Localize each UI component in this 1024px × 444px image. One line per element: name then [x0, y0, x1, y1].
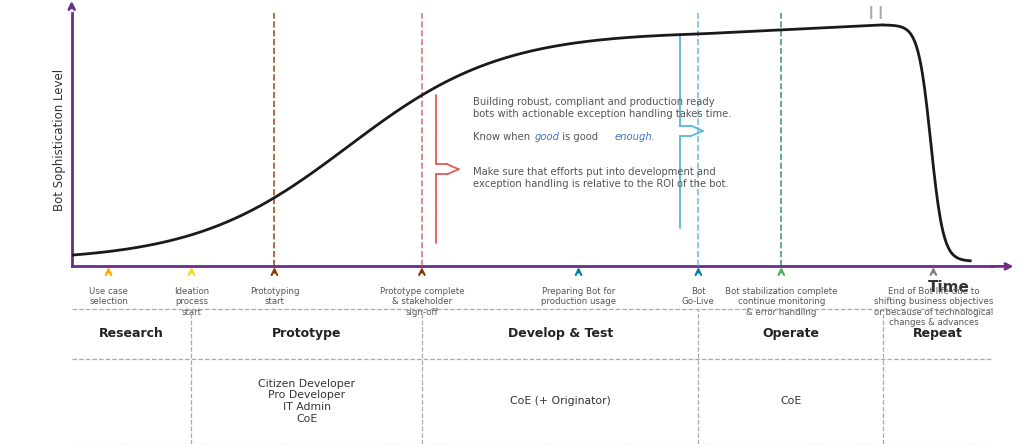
- Text: Bot
Go-Live: Bot Go-Live: [682, 287, 715, 306]
- Text: ❙❙: ❙❙: [865, 6, 887, 19]
- Text: Preparing Bot for
production usage: Preparing Bot for production usage: [541, 287, 616, 306]
- Text: enough.: enough.: [614, 132, 655, 142]
- Text: Know when: Know when: [472, 132, 532, 142]
- Text: Use case
selection: Use case selection: [89, 287, 128, 306]
- Text: is good: is good: [559, 132, 601, 142]
- Text: Building robust, compliant and production ready
bots with actionable exception h: Building robust, compliant and productio…: [472, 97, 731, 119]
- Text: Bot stabilization complete
continue monitoring
& error handling: Bot stabilization complete continue moni…: [725, 287, 838, 317]
- Y-axis label: Bot Sophistication Level: Bot Sophistication Level: [53, 69, 67, 211]
- Text: Citizen Developer
Pro Developer
IT Admin
CoE: Citizen Developer Pro Developer IT Admin…: [258, 379, 355, 424]
- Text: CoE (+ Originator): CoE (+ Originator): [510, 396, 610, 406]
- Text: good: good: [535, 132, 559, 142]
- Text: Develop & Test: Develop & Test: [508, 327, 612, 341]
- Text: Operate: Operate: [762, 327, 819, 341]
- Text: Make sure that efforts put into development and
exception handling is relative t: Make sure that efforts put into developm…: [472, 167, 728, 189]
- Text: CoE: CoE: [780, 396, 801, 406]
- Text: Ideation
process
start: Ideation process start: [174, 287, 209, 317]
- Text: Prototype complete
& stakeholder
sign-off: Prototype complete & stakeholder sign-of…: [380, 287, 464, 317]
- Text: Repeat: Repeat: [913, 327, 963, 341]
- Text: Prototype: Prototype: [272, 327, 341, 341]
- Text: End of Bot life due to
shifting business objectives
or because of technological
: End of Bot life due to shifting business…: [873, 287, 993, 327]
- Text: Time: Time: [929, 280, 971, 295]
- Text: Prototyping
start: Prototyping start: [250, 287, 299, 306]
- Text: Research: Research: [99, 327, 164, 341]
